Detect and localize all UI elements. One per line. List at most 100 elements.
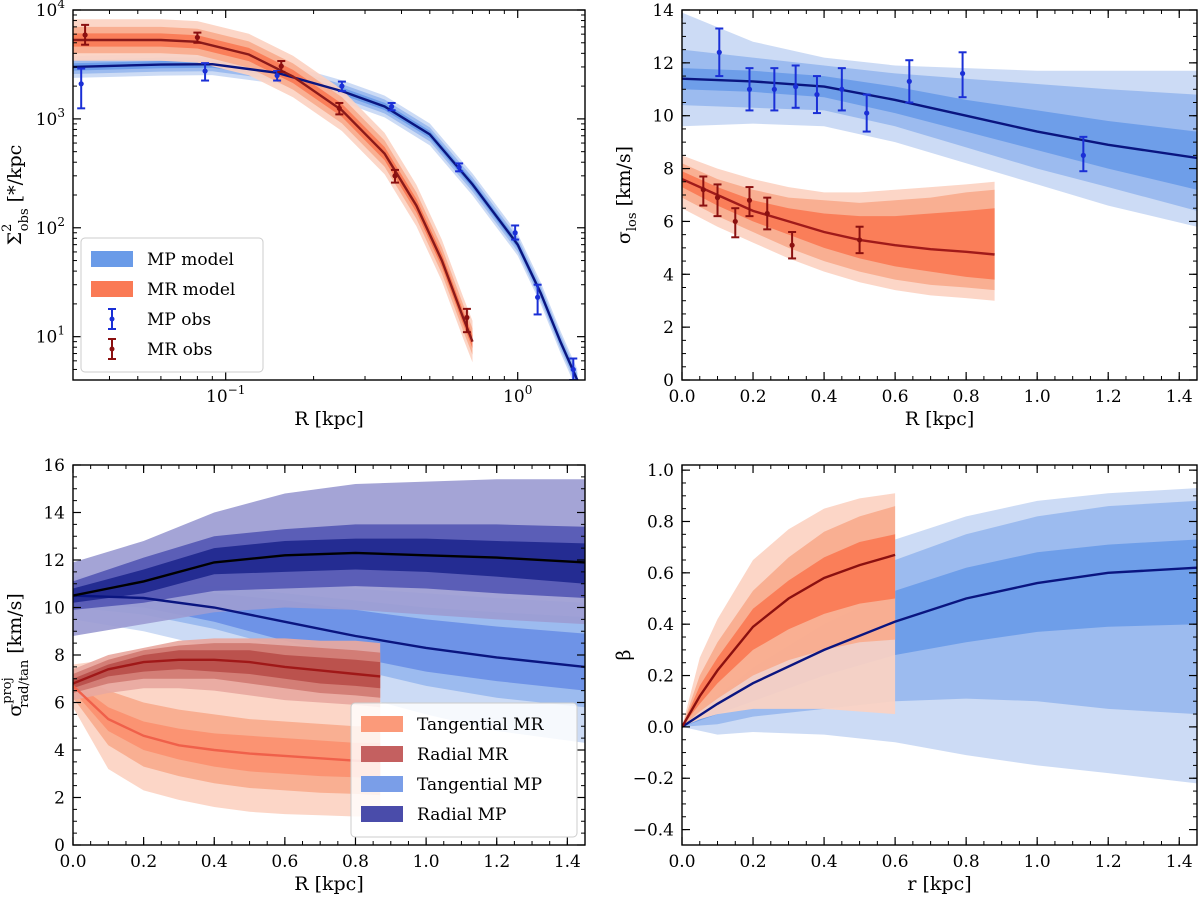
- median-line: [73, 551, 585, 597]
- y-tick-label: 16: [43, 456, 65, 476]
- legend: MP model MR model MP obs MR obs: [80, 237, 264, 373]
- band-inner: [73, 681, 381, 779]
- y-tick-label-base: 10: [36, 219, 58, 239]
- data-point: [732, 218, 738, 225]
- plot-area: [682, 12, 1197, 301]
- x-tick-label: 1.4: [1166, 852, 1193, 872]
- legend-swatch: [361, 716, 403, 732]
- plot-area: [682, 488, 1197, 784]
- legend-item: MP model: [91, 250, 234, 270]
- x-tick-label: 0.0: [668, 387, 695, 407]
- y-tick-label: 12: [43, 551, 65, 571]
- y-axis-label: β: [613, 649, 635, 660]
- data-point: [194, 34, 200, 41]
- y-tick-label-exp: 3: [57, 106, 65, 120]
- legend-item: Tangential MP: [361, 775, 542, 795]
- ticks: 0.0 0.2 0.4 0.6 0.8 1.0 1.2 1.4 0 2 4 6 8 10 12 14: [652, 1, 1198, 407]
- y-tick-label: 2: [54, 789, 65, 809]
- x-tick-label: 10−1: [206, 383, 245, 407]
- legend-label: MR obs: [147, 340, 212, 360]
- y-tick-label-base: 10: [36, 328, 58, 348]
- y-label-sub: obs: [17, 208, 32, 231]
- x-tick-label-base: 10: [206, 387, 228, 407]
- y-tick-label: 10: [43, 599, 65, 619]
- y-label-main: σ: [613, 231, 635, 244]
- data-point: [716, 49, 722, 55]
- y-label-main: β: [613, 649, 635, 660]
- panel-p4: 0.0 0.2 0.4 0.6 0.8 1.0 1.2 1.4 −0.4 −0.2 0.0 0.2 0.…: [613, 461, 1198, 895]
- legend-label: MP model: [147, 250, 234, 270]
- y-tick-label: 0: [54, 836, 65, 856]
- x-axis-label: R [kpc]: [905, 408, 975, 430]
- data-point: [856, 237, 863, 243]
- y-tick-label-exp: 2: [57, 215, 65, 229]
- legend-item: MP obs: [108, 308, 211, 330]
- data-point: [1080, 152, 1086, 158]
- x-tick-label: 0.6: [882, 387, 909, 407]
- y-tick-label: 10: [652, 107, 674, 127]
- x-axis-label: r [kpc]: [907, 873, 971, 895]
- legend-item: Tangential MR: [361, 715, 545, 735]
- legend-item: Radial MP: [361, 805, 506, 825]
- legend-label: Radial MR: [417, 745, 509, 765]
- y-tick-label-base: 10: [36, 1, 58, 21]
- x-tick-label: 1.0: [1024, 387, 1051, 407]
- ticks: 0.0 0.2 0.4 0.6 0.8 1.0 1.2 1.4 −0.4 −0.2 0.0 0.2 0.…: [633, 461, 1198, 872]
- median-line: [682, 178, 995, 256]
- legend-swatch: [91, 281, 133, 297]
- y-tick-label: 104: [36, 0, 66, 21]
- x-tick-label: 0.2: [740, 852, 767, 872]
- y-axis-label: σproj rad/tan [km/s]: [0, 593, 32, 717]
- y-axis-label: Σ2 obs [*/kpc: [0, 145, 32, 246]
- x-axis-label: R [kpc]: [294, 408, 364, 430]
- x-tick-label: 0.8: [953, 387, 980, 407]
- series-mr-model: [682, 155, 995, 301]
- data-point: [464, 314, 470, 321]
- y-tick-label: −0.2: [633, 769, 674, 789]
- legend-item: MR obs: [108, 338, 212, 360]
- x-tick-label: 100: [503, 383, 532, 407]
- y-label-tail: [*/kpc: [4, 145, 26, 209]
- data-point: [512, 230, 518, 236]
- median-line: [682, 566, 1197, 728]
- obs-mr-obs: [699, 175, 864, 260]
- data-point: [78, 81, 84, 87]
- x-tick-label: 0.8: [342, 852, 369, 872]
- y-tick-label: 14: [43, 504, 65, 524]
- legend-marker: [109, 346, 115, 352]
- median-line: [73, 38, 474, 343]
- legend-label: Radial MP: [417, 805, 506, 825]
- data-point: [535, 294, 541, 300]
- legend-marker: [109, 316, 115, 322]
- x-tick-label: 1.0: [413, 852, 440, 872]
- median-line: [682, 77, 1197, 160]
- y-axis-label: σlos [km/s]: [613, 146, 640, 244]
- y-tick-label-exp: 4: [57, 0, 65, 11]
- data-point: [278, 63, 284, 69]
- data-point: [906, 78, 912, 84]
- data-point: [336, 105, 342, 111]
- obs-mp-obs: [715, 27, 1088, 173]
- data-point: [746, 197, 753, 203]
- band-inner: [682, 534, 896, 727]
- legend-item: MR model: [91, 280, 235, 300]
- legend-swatch: [361, 806, 403, 822]
- data-point: [714, 195, 721, 201]
- x-tick-label-base: 10: [503, 387, 525, 407]
- median-line: [73, 685, 381, 764]
- legend-swatch: [91, 251, 133, 267]
- y-tick-label: 1.0: [647, 461, 674, 481]
- y-label-sup: proj: [0, 677, 15, 703]
- y-tick-label: 102: [36, 215, 65, 239]
- x-tick-label: 1.0: [1024, 852, 1051, 872]
- y-tick-label: 8: [663, 160, 674, 180]
- data-point: [456, 164, 462, 170]
- data-point: [339, 83, 345, 89]
- legend-box: [350, 702, 578, 838]
- data-point: [202, 68, 208, 74]
- y-tick-label: −0.4: [633, 821, 674, 841]
- series-radial-mr: [73, 638, 381, 708]
- data-point: [839, 86, 845, 92]
